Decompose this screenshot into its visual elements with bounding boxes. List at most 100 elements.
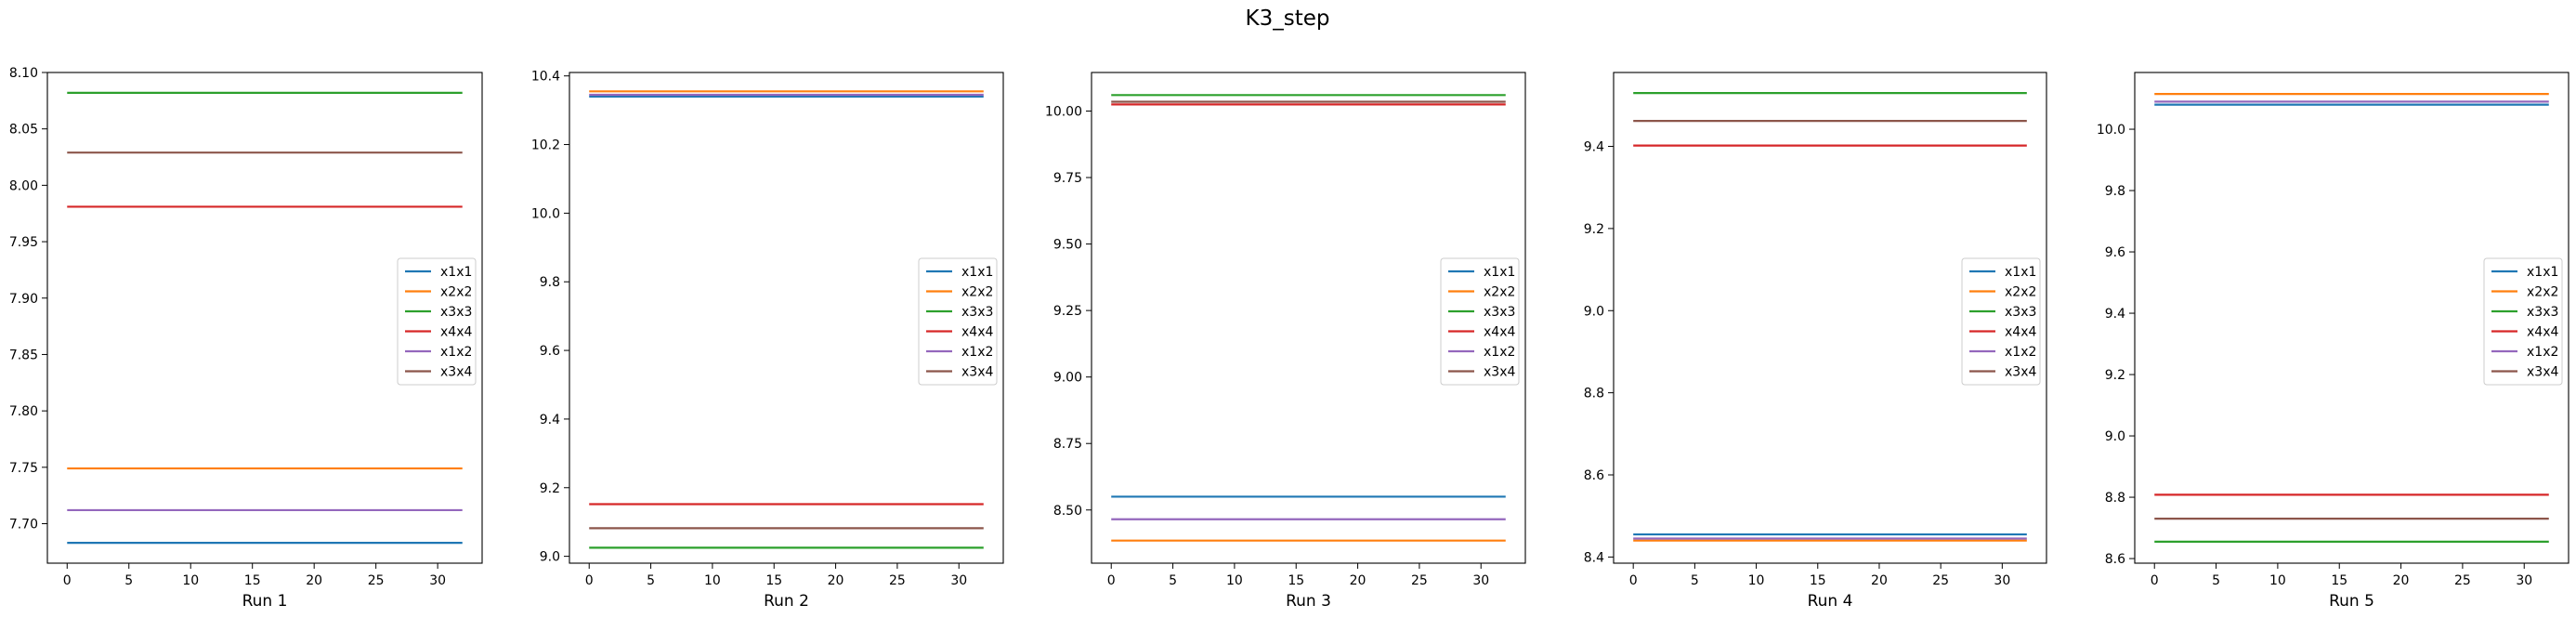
x-tick-label: 30 bbox=[429, 573, 446, 588]
legend-box bbox=[1961, 257, 2041, 386]
legend-label-x2x2: x2x2 bbox=[440, 285, 472, 300]
x-tick-label: 10 bbox=[704, 573, 721, 588]
x-tick-label: 15 bbox=[2331, 573, 2347, 588]
legend-label-x3x3: x3x3 bbox=[961, 305, 993, 320]
y-tick-label: 10.0 bbox=[531, 206, 560, 221]
y-tick-label: 7.70 bbox=[9, 518, 38, 533]
x-tick-label: 0 bbox=[1107, 573, 1116, 588]
x-tick-label: 15 bbox=[1810, 573, 1826, 588]
x-tick-label: 0 bbox=[1629, 573, 1638, 588]
legend-label-x2x2: x2x2 bbox=[961, 285, 993, 300]
x-tick-label: 10 bbox=[2269, 573, 2286, 588]
legend-label-x1x1: x1x1 bbox=[1484, 265, 1515, 280]
y-tick-label: 8.6 bbox=[2105, 552, 2125, 567]
y-tick-label: 8.75 bbox=[1053, 437, 1082, 452]
legend-label-x1x1: x1x1 bbox=[2005, 265, 2036, 280]
y-tick-label: 9.6 bbox=[540, 344, 560, 359]
legend-label-x1x2: x1x2 bbox=[961, 345, 993, 360]
axes-frame bbox=[569, 72, 1004, 564]
x-tick-label: 10 bbox=[1226, 573, 1243, 588]
y-tick-label: 9.50 bbox=[1053, 238, 1082, 253]
y-tick-label: 8.4 bbox=[1584, 550, 1604, 565]
y-tick-label: 9.4 bbox=[540, 413, 560, 427]
x-tick-label: 30 bbox=[1994, 573, 2010, 588]
x-tick-label: 20 bbox=[306, 573, 322, 588]
x-tick-label: 15 bbox=[1288, 573, 1304, 588]
axes-frame bbox=[46, 72, 483, 564]
y-tick-label: 9.0 bbox=[1584, 304, 1604, 319]
legend-label-x3x4: x3x4 bbox=[1484, 365, 1515, 380]
legend-label-x3x3: x3x3 bbox=[1484, 305, 1515, 320]
legend: x1x1 x2x2 x3x3 x4x4 x1x2 x3x4 bbox=[397, 257, 477, 386]
x-tick-label: 30 bbox=[2516, 573, 2532, 588]
axes-frame bbox=[2134, 72, 2569, 564]
x-tick-label: 0 bbox=[2151, 573, 2159, 588]
x-tick-label: 5 bbox=[2212, 573, 2220, 588]
y-tick-label: 9.00 bbox=[1053, 371, 1082, 386]
legend-label-x4x4: x4x4 bbox=[2005, 325, 2036, 340]
x-tick-label: 25 bbox=[2454, 573, 2471, 588]
x-tick-label: 5 bbox=[1691, 573, 1699, 588]
legend: x1x1 x2x2 x3x3 x4x4 x1x2 x3x4 bbox=[1440, 257, 1520, 386]
legend-label-x1x1: x1x1 bbox=[2527, 265, 2558, 280]
legend-label-x3x4: x3x4 bbox=[961, 365, 993, 380]
legend-label-x1x1: x1x1 bbox=[961, 265, 993, 280]
x-tick-label: 5 bbox=[124, 573, 133, 588]
y-tick-label: 8.50 bbox=[1053, 504, 1082, 519]
y-tick-label: 9.4 bbox=[1584, 140, 1604, 155]
y-tick-label: 10.2 bbox=[531, 138, 560, 153]
axes-frame bbox=[1091, 72, 1526, 564]
y-tick-label: 9.2 bbox=[540, 481, 560, 496]
y-tick-label: 9.2 bbox=[1584, 222, 1604, 237]
x-tick-label: 20 bbox=[828, 573, 844, 588]
x-axis-label: Run 2 bbox=[764, 592, 809, 611]
x-tick-label: 5 bbox=[1169, 573, 1177, 588]
x-tick-label: 10 bbox=[1748, 573, 1765, 588]
legend-label-x2x2: x2x2 bbox=[2527, 285, 2558, 300]
x-tick-label: 15 bbox=[244, 573, 261, 588]
x-axis-label: Run 1 bbox=[242, 592, 288, 611]
legend-label-x4x4: x4x4 bbox=[440, 325, 472, 340]
legend-label-x3x4: x3x4 bbox=[440, 365, 472, 380]
x-tick-label: 10 bbox=[182, 573, 199, 588]
legend-box bbox=[2483, 257, 2563, 386]
legend-label-x1x2: x1x2 bbox=[1484, 345, 1515, 360]
legend-label-x3x3: x3x3 bbox=[2527, 305, 2558, 320]
y-tick-label: 9.25 bbox=[1053, 304, 1082, 319]
y-tick-label: 9.4 bbox=[2105, 307, 2125, 322]
y-tick-label: 8.00 bbox=[9, 178, 38, 193]
y-tick-label: 8.6 bbox=[1584, 468, 1604, 483]
x-tick-label: 25 bbox=[1411, 573, 1428, 588]
y-tick-label: 7.95 bbox=[9, 235, 38, 250]
x-tick-label: 25 bbox=[1932, 573, 1949, 588]
y-tick-label: 8.05 bbox=[9, 123, 38, 138]
x-tick-label: 20 bbox=[2393, 573, 2410, 588]
x-tick-label: 20 bbox=[1350, 573, 1366, 588]
legend-label-x1x2: x1x2 bbox=[2005, 345, 2036, 360]
subplot-run-2: 0 5 10 15 20 25 30 9.0 9.2 9.4 9.6 9.8 10.0 10.2 10.4 R… bbox=[531, 70, 1004, 611]
x-tick-label: 20 bbox=[1871, 573, 1888, 588]
subplot-run-4: 0 5 10 15 20 25 30 8.4 8.6 8.8 9.0 9.2 9.4 Run 4 x1x1 x… bbox=[1584, 72, 2047, 611]
y-tick-label: 9.8 bbox=[2105, 184, 2125, 199]
x-tick-label: 25 bbox=[889, 573, 906, 588]
y-tick-label: 10.4 bbox=[531, 70, 560, 85]
y-tick-label: 7.80 bbox=[9, 404, 38, 419]
legend-label-x4x4: x4x4 bbox=[961, 325, 993, 340]
y-tick-label: 8.10 bbox=[9, 66, 38, 81]
y-tick-label: 9.8 bbox=[540, 275, 560, 290]
legend-label-x1x2: x1x2 bbox=[440, 345, 472, 360]
subplot-run-1: 0 5 10 15 20 25 30 7.70 7.75 7.80 7.85 7.90 7.95 8.00… bbox=[9, 66, 483, 611]
subplot-run-5: 0 5 10 15 20 25 30 8.6 8.8 9.0 9.2 9.4 9.6 9.8 10.0 Run… bbox=[2097, 72, 2569, 611]
legend: x1x1 x2x2 x3x3 x4x4 x1x2 x3x4 bbox=[918, 257, 998, 386]
x-tick-label: 15 bbox=[765, 573, 782, 588]
y-tick-label: 9.75 bbox=[1053, 171, 1082, 186]
y-tick-label: 8.8 bbox=[2105, 491, 2125, 506]
y-tick-label: 10.0 bbox=[2097, 123, 2125, 138]
y-tick-label: 8.8 bbox=[1584, 387, 1604, 401]
subplot-run-3: 0 5 10 15 20 25 30 8.50 8.75 9.00 9.25 9.50 9.75 10.0… bbox=[1045, 72, 1526, 611]
legend: x1x1 x2x2 x3x3 x4x4 x1x2 x3x4 bbox=[1961, 257, 2041, 386]
x-tick-label: 0 bbox=[585, 573, 594, 588]
x-axis-label: Run 5 bbox=[2329, 592, 2374, 611]
x-axis-label: Run 4 bbox=[1808, 592, 1853, 611]
